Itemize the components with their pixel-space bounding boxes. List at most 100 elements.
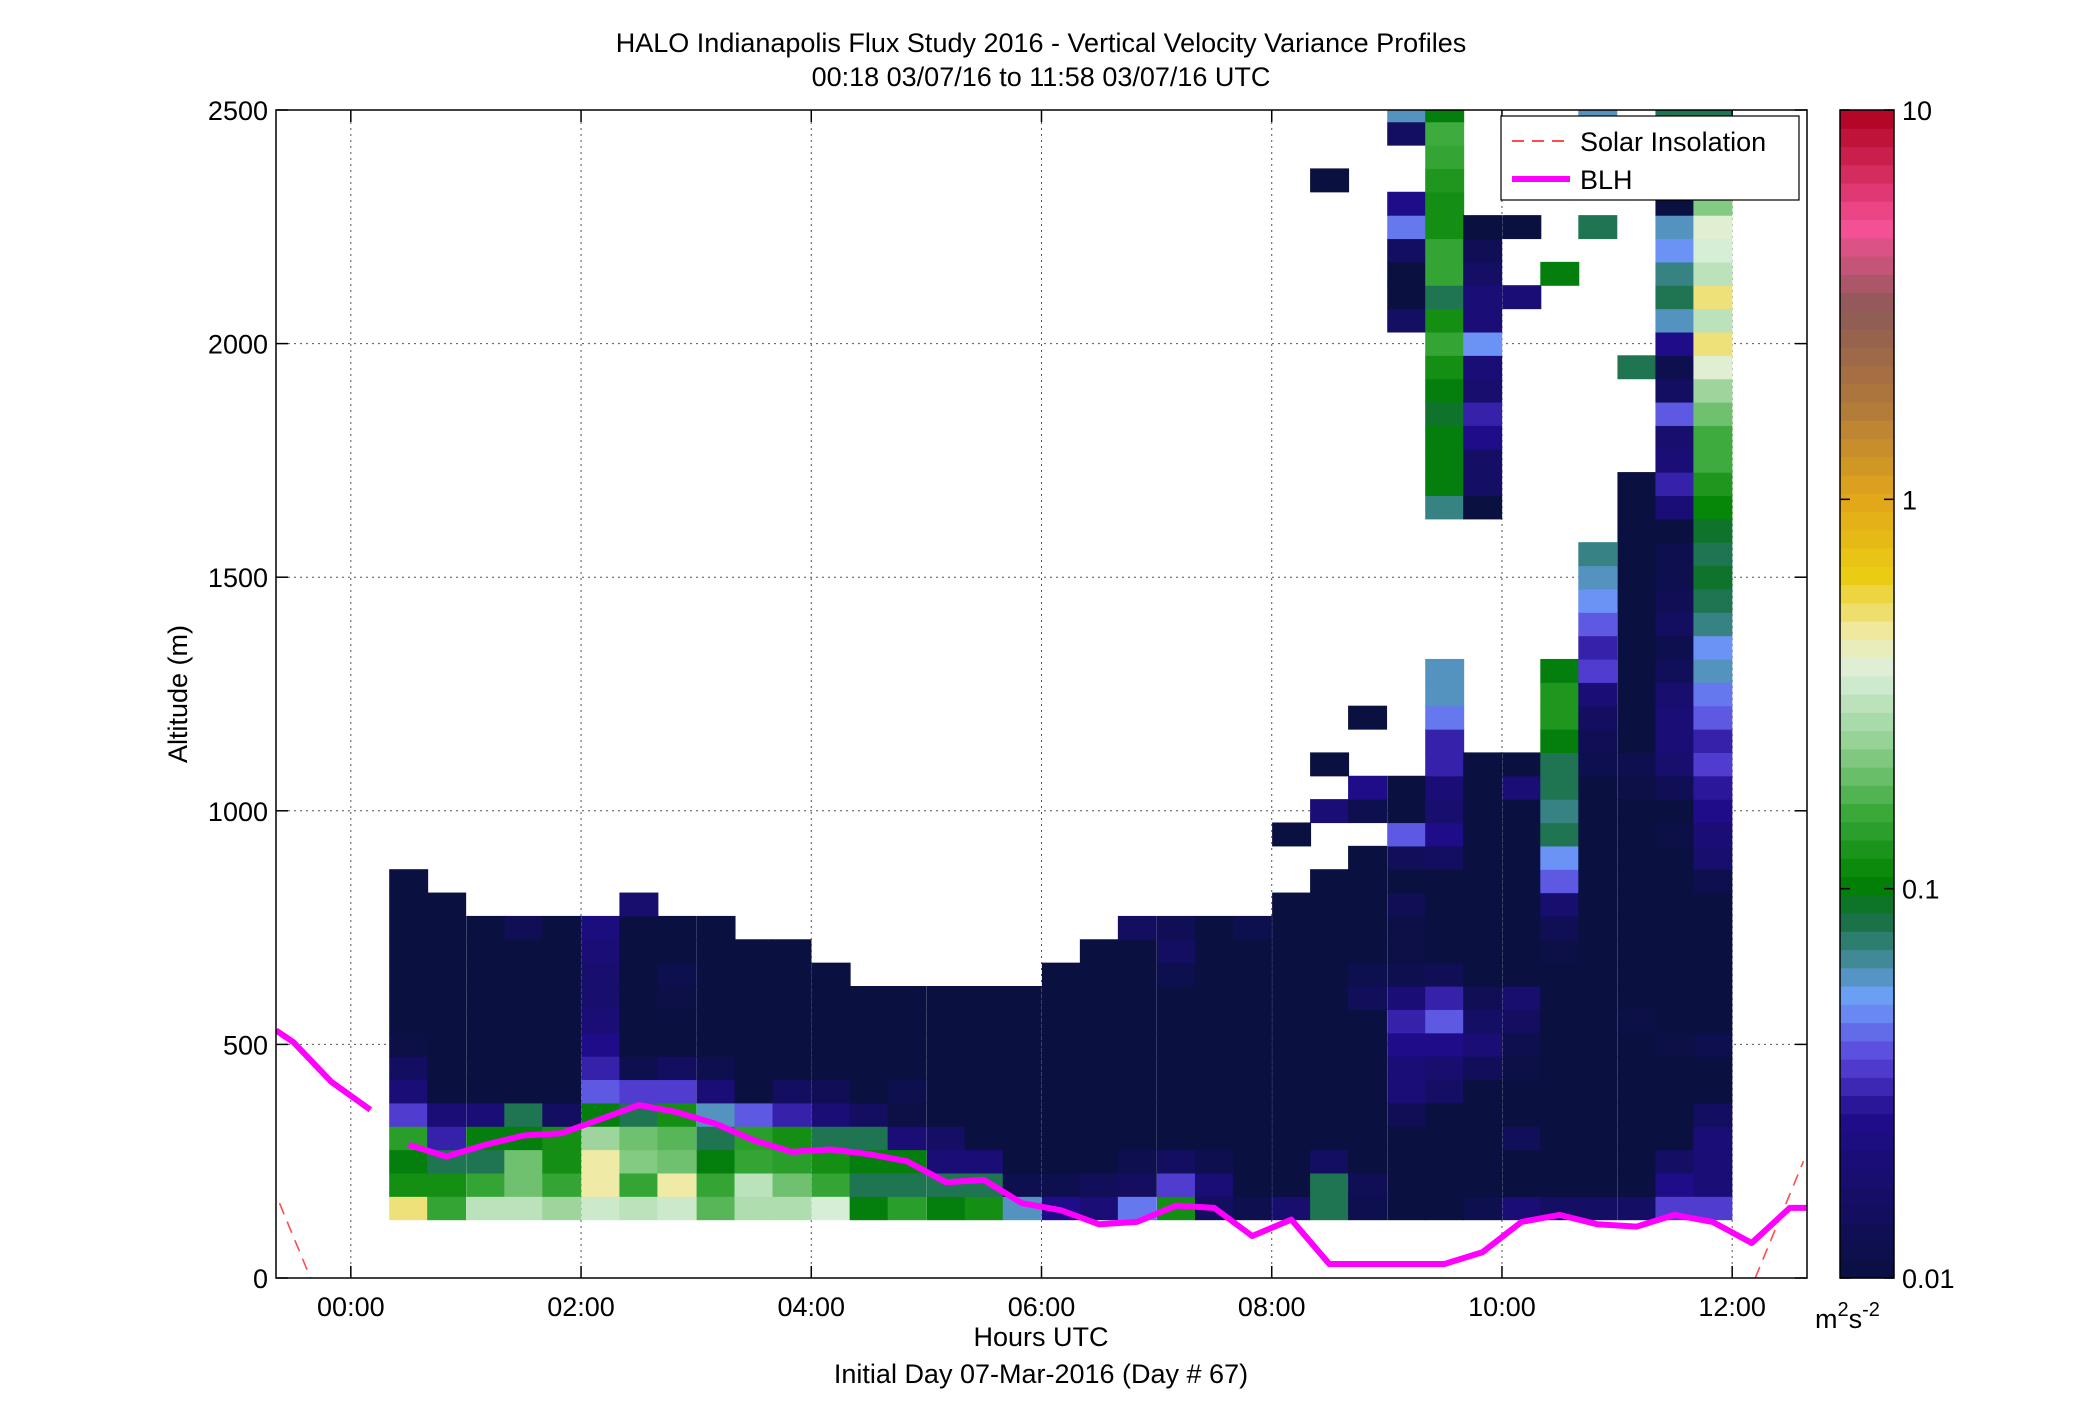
heatmap-cell	[1425, 845, 1465, 870]
heatmap-cell	[1502, 822, 1542, 847]
heatmap-cell	[696, 1172, 736, 1197]
heatmap-cell	[1693, 915, 1733, 940]
heatmap-cell	[1617, 1056, 1657, 1081]
colorbar-swatch	[1840, 529, 1894, 549]
heatmap-cell	[1310, 1009, 1350, 1034]
heatmap-cell	[696, 1196, 736, 1221]
heatmap-cell	[1079, 1126, 1119, 1151]
heatmap-cell	[1693, 986, 1733, 1010]
heatmap-cell	[926, 1196, 966, 1221]
heatmap-cell	[926, 986, 966, 1010]
heatmap-cell	[427, 892, 467, 917]
heatmap-cell	[504, 1149, 544, 1174]
colorbar-swatch	[1840, 329, 1894, 348]
heatmap-cell	[542, 1056, 582, 1081]
heatmap-cell	[772, 1149, 812, 1174]
colorbar-tick-label: 0.1	[1902, 875, 1940, 905]
heatmap-cell	[1540, 915, 1580, 940]
heatmap-cell	[1079, 1032, 1119, 1057]
heatmap-cell	[1655, 892, 1695, 917]
heatmap-cell	[619, 1032, 659, 1057]
colorbar-unit-base: m	[1815, 1304, 1838, 1334]
heatmap-cell	[1348, 986, 1388, 1010]
heatmap-cell	[1693, 822, 1733, 847]
heatmap-cell	[696, 939, 736, 964]
heatmap-cell	[1463, 238, 1503, 263]
heatmap-cell	[811, 1149, 851, 1174]
heatmap-cell	[849, 1172, 889, 1197]
colorbar-swatch	[1840, 675, 1894, 695]
heatmap-cell	[1272, 822, 1312, 847]
heatmap-cell	[504, 1056, 544, 1081]
heatmap-cell	[1617, 542, 1657, 567]
heatmap-cell	[1655, 518, 1695, 543]
heatmap-cell	[427, 1079, 467, 1104]
heatmap-cell	[1693, 1056, 1733, 1081]
heatmap-cell	[1348, 1149, 1388, 1174]
heatmap-cell	[1655, 1009, 1695, 1034]
heatmap-cell	[427, 939, 467, 964]
heatmap-cell	[1079, 939, 1119, 964]
heatmap-cell	[1425, 238, 1465, 263]
heatmap-cell	[1693, 1079, 1733, 1104]
heatmap-cell	[1655, 799, 1695, 824]
heatmap-cell	[849, 1102, 889, 1127]
heatmap-cell	[466, 1196, 506, 1221]
heatmap-cell	[542, 1079, 582, 1104]
heatmap-cell	[811, 1196, 851, 1221]
heatmap-cell	[1463, 1196, 1503, 1221]
heatmap-cell	[1578, 542, 1618, 567]
heatmap-cell	[1348, 1196, 1388, 1221]
heatmap-cell	[1157, 1172, 1196, 1197]
heatmap-cell	[1041, 1126, 1081, 1151]
heatmap-cell	[1232, 1009, 1272, 1034]
heatmap-cell	[1194, 1126, 1234, 1151]
heatmap-cell	[1348, 1056, 1388, 1081]
heatmap-cell	[1578, 215, 1618, 240]
heatmap-cell	[1079, 962, 1119, 987]
heatmap-cell	[1655, 355, 1695, 380]
heatmap-cell	[581, 1079, 621, 1104]
colorbar-swatch	[1840, 365, 1894, 385]
heatmap-cell	[1002, 1032, 1042, 1057]
heatmap-cell	[504, 1079, 544, 1104]
colorbar-swatch	[1840, 183, 1894, 202]
heatmap-cell	[1117, 939, 1157, 964]
colorbar-swatch	[1840, 292, 1894, 312]
heatmap-cell	[1310, 799, 1350, 824]
heatmap-cell	[466, 1149, 506, 1174]
heatmap-cell	[1617, 915, 1657, 940]
heatmap-cell	[1617, 1196, 1657, 1221]
heatmap-cell	[389, 1009, 429, 1034]
heatmap-cell	[542, 915, 582, 940]
heatmap-cell	[1079, 1056, 1119, 1081]
heatmap-cell	[811, 1056, 851, 1081]
heatmap-cell	[1655, 425, 1695, 450]
heatmap-cell	[1272, 1056, 1312, 1081]
heatmap-cell	[1463, 986, 1503, 1010]
heatmap-cell	[619, 1009, 659, 1034]
heatmap-cell	[1425, 1079, 1465, 1104]
heatmap-cell	[1540, 1032, 1580, 1057]
heatmap-cell	[1041, 1056, 1081, 1081]
heatmap-cell	[1617, 472, 1657, 497]
heatmap-cell	[1693, 495, 1733, 520]
heatmap-cell	[1693, 612, 1733, 637]
heatmap-cell	[849, 1032, 889, 1057]
heatmap-cell	[1387, 939, 1427, 964]
heatmap-cell	[1617, 588, 1657, 613]
heatmap-cell	[772, 1056, 812, 1081]
y-tick-label: 500	[223, 1030, 268, 1060]
heatmap-cell	[389, 869, 429, 894]
y-tick-label: 2000	[208, 330, 268, 360]
heatmap-cell	[1387, 191, 1427, 216]
heatmap-cell	[1655, 308, 1695, 333]
heatmap-cell	[1540, 775, 1580, 800]
colorbar-swatch	[1840, 858, 1894, 878]
heatmap-cell	[581, 939, 621, 964]
colorbar-unit-sup2: -2	[1862, 1299, 1880, 1321]
colorbar-swatch	[1840, 256, 1894, 275]
heatmap-cell	[1617, 1102, 1657, 1127]
heatmap-cell	[1693, 518, 1733, 543]
heatmap-cell	[1272, 1126, 1312, 1151]
